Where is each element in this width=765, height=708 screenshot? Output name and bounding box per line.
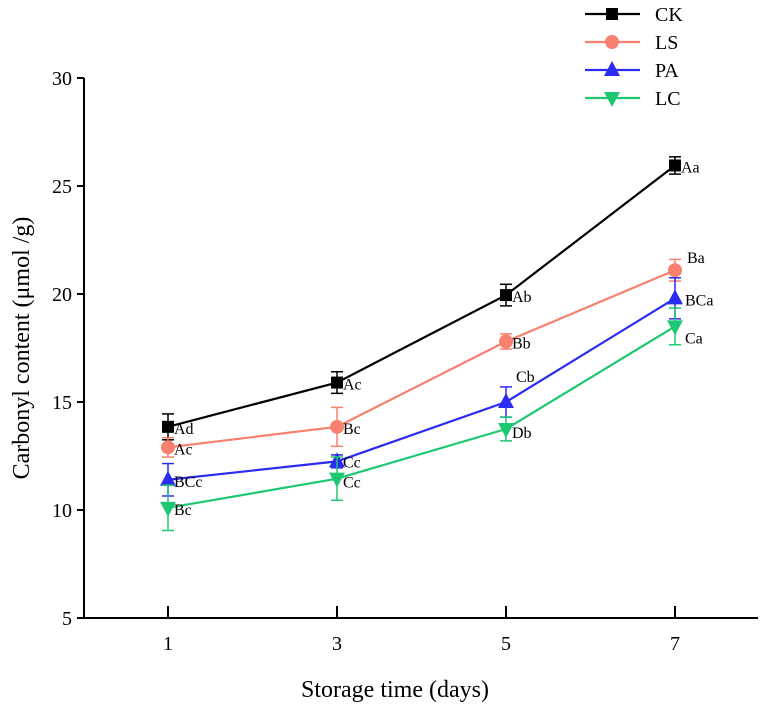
series-line (167, 325, 676, 509)
data-label: BCa (685, 292, 713, 309)
series-line (167, 164, 676, 428)
series-line (167, 297, 676, 481)
x-tick-label: 3 (332, 633, 342, 655)
data-point (667, 289, 683, 305)
series-group: Ad Ac Ab Aa Ac Bc Bb Ba BCc Cc Cb BCa Bc Cc Db Ca (160, 156, 713, 532)
legend-marker (604, 92, 620, 107)
data-point (161, 440, 175, 455)
data-label: BCc (174, 474, 202, 491)
x-tick-label: 7 (670, 633, 680, 655)
data-label: Ac (174, 441, 193, 458)
data-label: Ba (687, 250, 705, 267)
y-tick-label: 25 (52, 176, 72, 198)
y-tick-label: 30 (52, 68, 72, 90)
legend: CK LS PA LC (585, 4, 683, 110)
axes: 5 10 15 20 25 30 1 3 5 7 (52, 68, 758, 655)
legend-label: LS (655, 32, 678, 54)
data-label: Ca (685, 330, 703, 347)
legend-marker (606, 8, 618, 20)
y-axis-label: Carbonyl content (μmol /g) (9, 217, 35, 480)
data-label: Bb (512, 336, 531, 353)
data-point (498, 393, 514, 408)
data-point (669, 159, 681, 172)
data-point (500, 289, 512, 302)
data-label: Cb (516, 369, 535, 386)
data-point (499, 334, 513, 349)
legend-label: LC (655, 88, 681, 110)
legend-marker (604, 61, 620, 76)
data-point (331, 376, 343, 389)
data-point (330, 419, 344, 434)
data-label: Bc (174, 502, 192, 519)
series-ck: Ad Ac Ab Aa (162, 156, 700, 441)
y-tick-label: 10 (52, 500, 72, 522)
series-line (167, 269, 676, 449)
data-point (668, 263, 682, 278)
data-label: Bc (343, 421, 361, 438)
data-label: Cc (343, 475, 361, 492)
data-label: Ab (512, 289, 532, 306)
legend-label: PA (655, 60, 679, 82)
data-point (329, 472, 345, 488)
data-point (160, 501, 176, 517)
y-tick-label: 20 (52, 284, 72, 306)
series-ls: Ac Bc Bb Ba (161, 250, 705, 458)
legend-item-pa: PA (585, 60, 679, 82)
y-tick-label: 5 (62, 608, 72, 630)
x-axis-label: Storage time (days) (301, 677, 489, 703)
legend-marker (605, 35, 619, 49)
data-label: Ad (174, 421, 194, 438)
x-tick-label: 5 (501, 633, 511, 655)
y-tick-label: 15 (52, 392, 72, 414)
legend-label: CK (655, 4, 683, 26)
legend-item-ls: LS (585, 32, 678, 54)
data-label: Aa (681, 159, 700, 176)
x-tick-label: 1 (163, 633, 173, 655)
data-point (667, 320, 683, 336)
data-point (162, 420, 174, 433)
data-point (160, 470, 176, 486)
data-label: Ac (343, 377, 362, 394)
data-label: Cc (343, 454, 361, 471)
data-label: Db (512, 425, 532, 442)
data-point (498, 423, 514, 438)
legend-item-lc: LC (585, 88, 681, 110)
legend-item-ck: CK (585, 4, 683, 26)
series-lc: Bc Cc Db Ca (160, 307, 703, 532)
series-pa: BCc Cc Cb BCa (160, 277, 713, 497)
